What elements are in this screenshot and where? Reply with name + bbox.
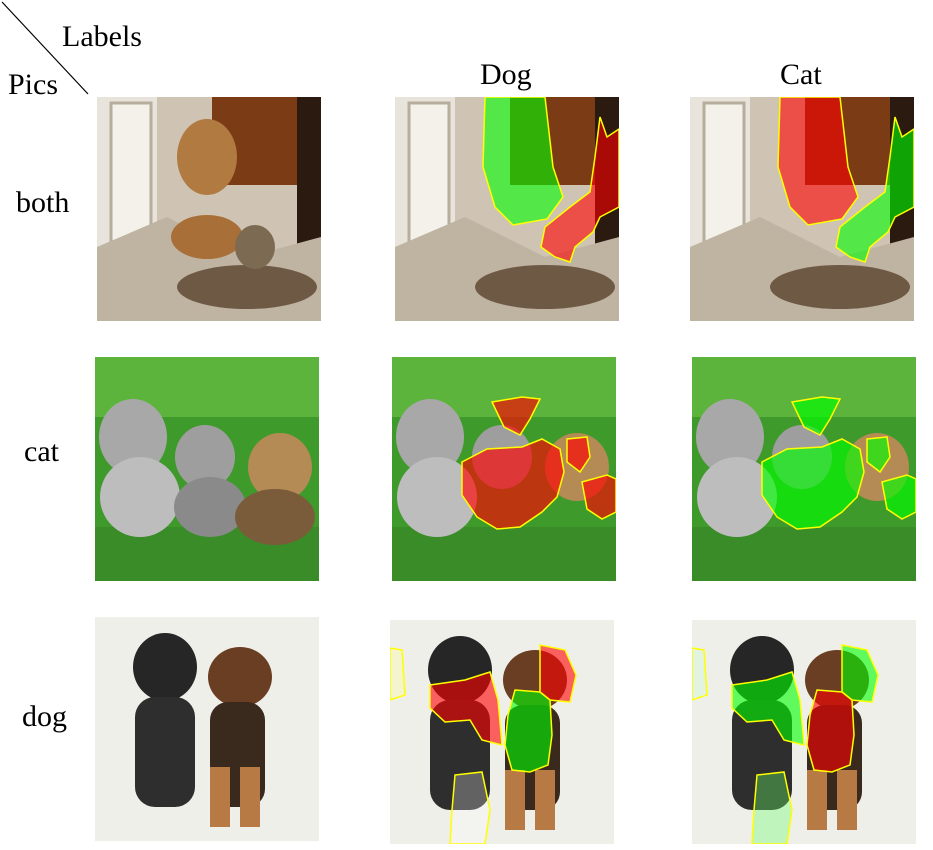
explanation-cat-cat-label (692, 357, 916, 581)
explanation-dog-cat-label (692, 620, 916, 844)
photo-both-original (97, 97, 321, 321)
corner-diagonal-line (1, 1, 89, 95)
explanation-cat-dog-label (392, 357, 616, 581)
corner-label-labels: Labels (62, 20, 142, 53)
photo-dog-original (95, 617, 319, 841)
row-label-cat: cat (24, 435, 59, 468)
row-label-both: both (16, 186, 70, 219)
explanation-both-cat-label (690, 97, 914, 321)
row-label-dog: dog (22, 700, 67, 733)
column-header-cat: Cat (780, 58, 822, 91)
photo-cat-original (95, 357, 319, 581)
explanation-dog-dog-label (390, 620, 614, 844)
column-header-dog: Dog (480, 58, 532, 91)
explanation-both-dog-label (395, 97, 619, 321)
corner-label-pics: Pics (8, 68, 59, 101)
